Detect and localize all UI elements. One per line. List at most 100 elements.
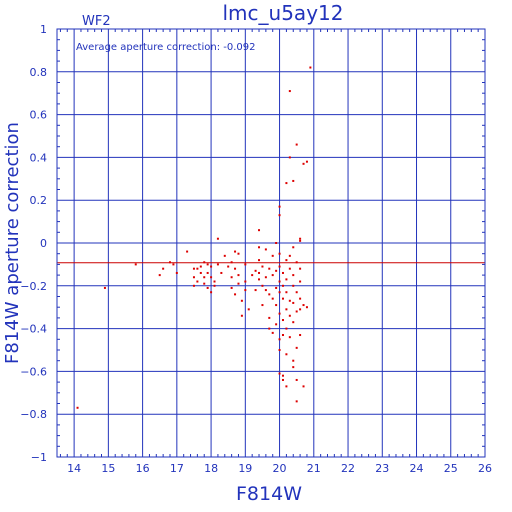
y-tick-label: 0.8 [30,66,48,79]
data-point [288,299,291,302]
data-point [213,284,216,287]
data-point [285,291,288,294]
data-point [295,346,298,349]
x-tick-label: 15 [101,462,115,475]
data-point [285,327,288,330]
data-point [278,252,281,255]
data-point [203,282,206,285]
data-point [258,271,261,274]
data-point [264,289,267,292]
data-point [216,263,219,266]
data-point [292,366,295,369]
x-axis-label: F814W [236,483,302,505]
data-points [76,66,312,409]
data-point [244,280,247,283]
data-point [244,289,247,292]
data-point [295,143,298,146]
x-tick-labels: 14 15 16 17 18 19 20 21 22 23 24 25 26 [67,462,492,475]
data-point [199,271,202,274]
data-point [292,301,295,304]
data-point [261,284,264,287]
chart-subtitle: WF2 [82,14,111,29]
data-point [275,269,278,272]
data-point [268,293,271,296]
data-point [230,286,233,289]
data-point [281,374,284,377]
data-point [172,263,175,266]
data-point [281,319,284,322]
data-point [295,291,298,294]
data-point [223,254,226,257]
data-point [292,179,295,182]
data-point [258,229,261,232]
data-point [210,276,213,279]
data-point [244,263,247,266]
data-point [275,304,278,307]
x-tick-label: 21 [307,462,321,475]
data-point [278,280,281,283]
data-point [292,359,295,362]
y-tick-labels: 1 0.8 0.6 0.4 0.2 0 −0.2 −0.4 −0.6 −0.8 −1 [20,23,47,464]
data-point [175,271,178,274]
chart-annotation: Average aperture correction: -0.092 [76,42,256,53]
data-point [192,267,195,270]
data-point [206,271,209,274]
y-tick-label: 0 [40,237,47,250]
data-point [278,312,281,315]
data-point [230,276,233,279]
data-point [281,334,284,337]
data-point [203,276,206,279]
data-point [206,286,209,289]
x-tick-label: 17 [170,462,184,475]
data-point [292,321,295,324]
data-point [268,316,271,319]
y-tick-label: −0.4 [20,323,47,336]
x-tick-label: 20 [273,462,287,475]
data-point [281,284,284,287]
data-point [203,261,206,264]
data-point [216,237,219,240]
data-point [305,160,308,163]
data-point [271,254,274,257]
data-point [192,284,195,287]
data-point [288,267,291,270]
data-point [305,306,308,309]
data-point [254,289,257,292]
data-point [134,263,137,266]
data-point [281,271,284,274]
data-point [278,265,281,268]
data-point [299,239,302,242]
data-point [299,267,302,270]
data-point [271,331,274,334]
data-point [158,274,161,277]
data-point [254,269,257,272]
data-point [220,271,223,274]
data-point [288,254,291,257]
x-tick-label: 25 [444,462,458,475]
y-tick-label: 1 [40,23,47,36]
x-tick-label: 24 [410,462,424,475]
data-point [285,353,288,356]
data-point [278,214,281,217]
y-tick-label: 0.6 [30,109,48,122]
data-point [103,286,106,289]
data-point [196,267,199,270]
chart-title: lmc_u5ay12 [223,1,344,25]
data-point [210,265,213,268]
data-point [186,250,189,253]
x-tick-label: 23 [375,462,389,475]
data-point [247,308,250,311]
x-tick-label: 14 [67,462,81,475]
data-point [288,90,291,93]
data-point [299,297,302,300]
plot-frame [56,28,486,458]
x-tick-label: 22 [341,462,355,475]
x-tick-label: 19 [238,462,252,475]
data-point [206,263,209,266]
y-tick-label: 0.2 [30,194,48,207]
data-point [299,237,302,240]
y-tick-label: −0.8 [20,408,47,421]
data-point [192,276,195,279]
data-point [210,291,213,294]
